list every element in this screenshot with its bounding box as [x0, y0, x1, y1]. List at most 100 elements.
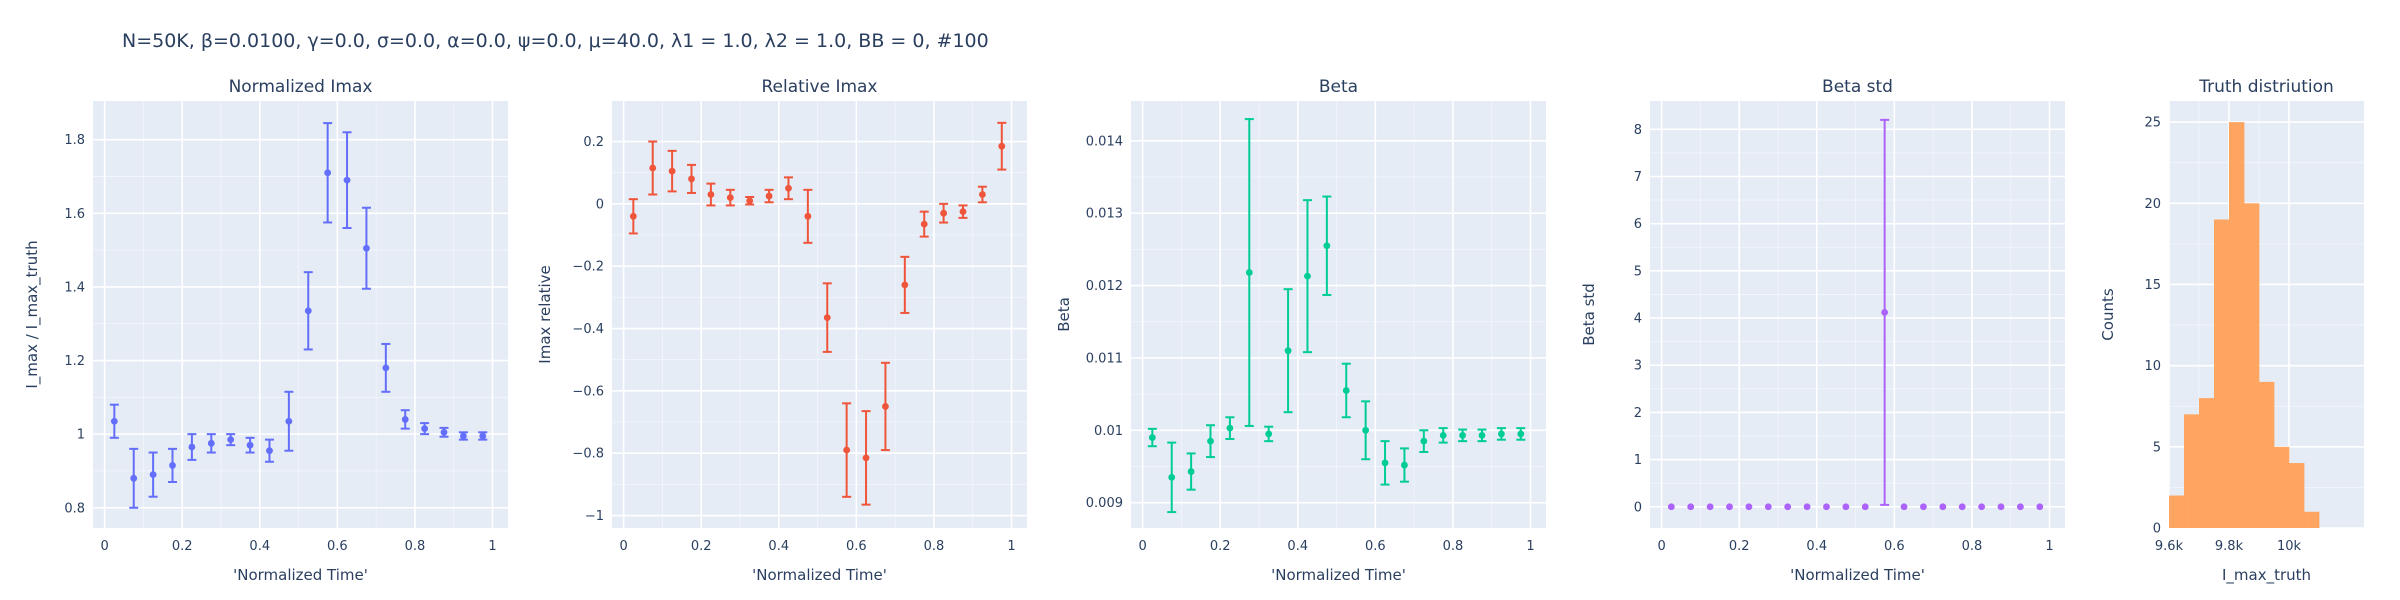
- y-tick-label: 0: [1634, 500, 1642, 515]
- x-tick-label: 0: [619, 539, 627, 554]
- histogram-bar: [2169, 495, 2177, 528]
- data-point: [246, 441, 254, 449]
- data-point: [940, 209, 948, 217]
- y-tick-label: 6: [1634, 217, 1642, 232]
- data-point: [2016, 503, 2024, 511]
- y-tick-label: 0: [596, 197, 604, 212]
- data-point: [149, 471, 157, 479]
- subplot-3: 0 0.2 0.4 0.6 0.8 1 0.009 0.01 0.011 0.012 0.013 0.…: [1055, 77, 1546, 584]
- x-tick-label: 0.2: [172, 539, 193, 554]
- y-axis-label: Imax relative: [536, 265, 554, 363]
- data-point: [1958, 503, 1966, 511]
- histogram-bar: [2296, 463, 2305, 528]
- data-point: [188, 443, 196, 451]
- data-point: [110, 417, 118, 425]
- x-tick-label: 9.6k: [2155, 539, 2184, 554]
- histogram-bar: [2176, 495, 2185, 528]
- data-point: [227, 436, 235, 444]
- data-point: [1420, 437, 1428, 445]
- data-point: [823, 314, 831, 322]
- x-tick-label: 0.6: [327, 539, 348, 554]
- y-axis-label: I_max / I_max_truth: [23, 240, 42, 388]
- y-tick-label: 20: [2144, 197, 2161, 212]
- data-point: [1706, 503, 1714, 511]
- data-point: [1726, 503, 1733, 511]
- x-tick-label: 0.8: [1962, 539, 1983, 554]
- x-tick-label: 0.4: [1806, 539, 1827, 554]
- data-point: [207, 439, 215, 447]
- histogram-bar: [2191, 414, 2200, 528]
- y-tick-label: 0.012: [1086, 279, 1123, 294]
- histogram-bar: [2281, 446, 2290, 528]
- subplot-4: 0 0.2 0.4 0.6 0.8 1 0 1 2 3 4 5 6 7 8 Beta std 'Normaliz…: [1580, 77, 2065, 584]
- y-axis-label: Beta: [1055, 297, 1073, 332]
- data-point: [343, 176, 351, 184]
- plot-area: [612, 101, 1027, 528]
- data-point: [862, 454, 870, 462]
- data-point: [843, 446, 851, 454]
- y-tick-label: 0.011: [1086, 351, 1123, 366]
- data-point: [1861, 503, 1869, 511]
- data-point: [382, 364, 390, 372]
- subplot-title: Beta std: [1822, 77, 1893, 97]
- data-point: [649, 164, 657, 172]
- histogram-bar: [2184, 414, 2192, 528]
- data-point: [1362, 426, 1370, 434]
- data-point: [920, 220, 928, 228]
- x-tick-label: 0: [1138, 539, 1146, 554]
- x-tick-label: 0.2: [1210, 539, 1231, 554]
- data-point: [978, 191, 986, 198]
- data-point: [1304, 272, 1311, 280]
- y-tick-label: 10: [2144, 359, 2161, 374]
- y-tick-label: 5: [1634, 264, 1642, 279]
- subplot-5: 9.6k 9.8k 10k 0 5 10 15 20 25 Truth distriution I_…: [2099, 77, 2364, 585]
- x-tick-label: 1: [1007, 539, 1015, 554]
- subplot-title: Truth distriution: [2198, 77, 2334, 97]
- data-point: [1187, 468, 1195, 475]
- data-point: [998, 142, 1006, 150]
- x-tick-label: 0.4: [768, 539, 789, 554]
- data-point: [169, 462, 176, 469]
- x-tick-label: 0.2: [691, 539, 712, 554]
- y-tick-label: −0.4: [572, 322, 604, 337]
- histogram-bars: [2169, 122, 2320, 528]
- data-point: [479, 432, 487, 440]
- histogram-bar: [2244, 203, 2252, 528]
- x-tick-label: 0.8: [1443, 539, 1464, 554]
- x-tick-label: 0: [1657, 539, 1665, 554]
- data-point: [304, 307, 312, 315]
- data-point: [1207, 437, 1214, 445]
- y-tick-label: 25: [2144, 116, 2161, 131]
- histogram-bar: [2266, 381, 2275, 528]
- y-tick-label: 1.2: [64, 354, 85, 369]
- y-axis-label: Beta std: [1580, 283, 1598, 346]
- x-tick-label: 0.6: [846, 539, 867, 554]
- x-tick-label: 0.6: [1884, 539, 1905, 554]
- y-tick-label: 0: [2153, 522, 2161, 537]
- data-point: [1900, 503, 1908, 511]
- data-point: [668, 167, 676, 175]
- x-axis-label: I_max_truth: [2222, 566, 2311, 585]
- y-tick-label: 5: [2153, 440, 2161, 455]
- x-tick-label: 1: [2045, 539, 2053, 554]
- y-tick-label: −0.6: [572, 384, 604, 399]
- data-point: [440, 428, 448, 436]
- y-tick-label: −0.8: [572, 447, 604, 462]
- data-point: [688, 175, 695, 183]
- data-point: [1226, 424, 1234, 432]
- figure-title: N=50K, β=0.0100, γ=0.0, σ=0.0, α=0.0, ψ=…: [122, 30, 989, 52]
- data-point: [1667, 503, 1675, 511]
- data-point: [1764, 503, 1772, 511]
- data-point: [1823, 503, 1830, 511]
- histogram-bar: [2311, 511, 2320, 528]
- data-point: [1284, 347, 1292, 355]
- data-point: [1381, 459, 1389, 467]
- data-point: [1978, 503, 1986, 511]
- histogram-bar: [2236, 122, 2245, 528]
- data-point: [1265, 430, 1273, 438]
- y-tick-label: 0.013: [1086, 207, 1123, 222]
- x-axis-label: 'Normalized Time': [1271, 566, 1406, 584]
- x-tick-label: 0.4: [1287, 539, 1308, 554]
- x-tick-label: 0.2: [1729, 539, 1750, 554]
